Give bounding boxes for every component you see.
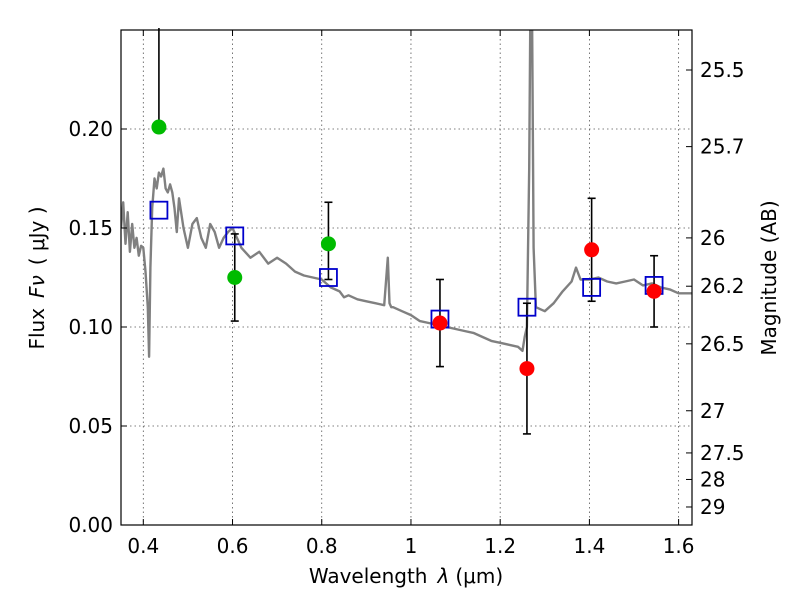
- y-axis-title: FluxFν( μJy ): [25, 206, 49, 349]
- model-photometry-square: [225, 226, 245, 246]
- model-spectrum-line: [121, 30, 692, 358]
- magnitude-tick-label: 26: [700, 226, 725, 250]
- magnitude-tick-label: 27: [700, 399, 725, 423]
- y-tick-label: 0.15: [68, 216, 113, 240]
- magnitude-tick-label: 26.5: [700, 332, 745, 356]
- green-data-point: [320, 236, 336, 252]
- model-photometry-square: [582, 277, 602, 297]
- y-tick-label: 0.10: [68, 315, 113, 339]
- red-data-point: [584, 242, 600, 258]
- magnitude-tick-label: 28: [700, 467, 725, 491]
- x-tick-label: 1.6: [663, 534, 695, 558]
- magnitude-tick-label: 27.5: [700, 441, 745, 465]
- x-axis-title: Wavelength λ (μm): [309, 564, 503, 588]
- x-tick-label: 0.8: [306, 534, 338, 558]
- x-tick-label: 1: [405, 534, 418, 558]
- magnitude-tick-label: 29: [700, 495, 725, 519]
- green-data-point: [227, 270, 243, 285]
- magnitude-tick-label: 26.2: [700, 274, 745, 298]
- plot-frame: [120, 29, 693, 526]
- red-data-point: [519, 361, 535, 377]
- axis-layer: 0.4 0.6 0.8 1 1.2 1.4 1.6 0.00 0.05 0.10 0.15 0.20 2…: [68, 30, 745, 558]
- model-photometry-square: [149, 200, 169, 220]
- magnitude-tick-label: 25.7: [700, 135, 745, 159]
- x-tick-label: 1.2: [484, 534, 516, 558]
- y2-axis-title: Magnitude (AB): [757, 200, 781, 355]
- x-tick-label: 0.4: [127, 534, 159, 558]
- x-tick-label: 0.6: [217, 534, 249, 558]
- magnitude-tick-label: 25.5: [700, 58, 745, 82]
- green-data-point: [151, 119, 167, 135]
- marker-layer: [149, 28, 664, 435]
- model-photometry-square: [517, 297, 537, 317]
- grid-layer: [121, 30, 692, 525]
- y-tick-label: 0.05: [68, 414, 113, 438]
- x-tick-label: 1.4: [573, 534, 605, 558]
- y-tick-label: 0.20: [68, 117, 113, 141]
- plot-layer: [121, 30, 692, 358]
- model-photometry-square: [319, 268, 338, 287]
- red-data-point: [432, 315, 448, 331]
- red-data-point: [646, 283, 662, 299]
- y-tick-label: 0.00: [68, 513, 113, 537]
